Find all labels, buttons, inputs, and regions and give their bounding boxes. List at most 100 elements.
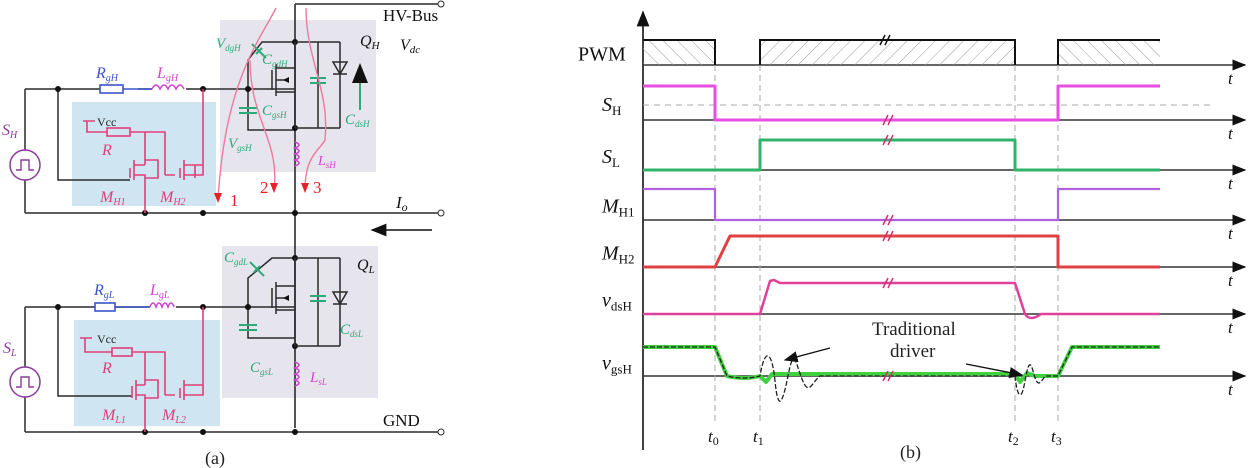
- signal-label-SL: SL: [602, 146, 620, 170]
- qh-label: QH: [360, 33, 381, 52]
- low-side-mosfet-box: [222, 246, 378, 398]
- time-marker-label-t2: t2: [1008, 427, 1019, 448]
- high-side-driver: [83, 89, 204, 213]
- break-mark-2: [882, 214, 894, 226]
- vdgh-label: VdgH: [216, 36, 241, 53]
- lgl-inductor: [149, 302, 175, 310]
- arrow-path-1: [214, 193, 222, 203]
- low-side-driver-box: [74, 320, 220, 426]
- io-label: Io: [395, 193, 408, 214]
- path-2-label: 2: [260, 178, 269, 197]
- annotation-arrow-left: [783, 347, 831, 363]
- vcc-label-high: Vcc: [97, 115, 116, 129]
- rgh-resistor: [99, 84, 124, 94]
- low-side-driver: [80, 307, 204, 432]
- pulse-icon: [16, 159, 34, 171]
- trace-vgsH-traditional: [643, 346, 1160, 402]
- t-axis-label-SH: t: [1228, 124, 1234, 143]
- rgh-label: RgH: [95, 65, 119, 84]
- break-mark-pwm: [879, 34, 891, 46]
- current-paths: [217, 7, 327, 201]
- t-axis-label-PWM: t: [1228, 69, 1234, 88]
- panel-a-circuit: [9, 0, 445, 436]
- vcc-label-low: Vcc: [97, 332, 116, 346]
- time-marker-label-t3: t3: [1051, 427, 1062, 448]
- lgh-inductor: [151, 84, 185, 91]
- pwm-pulse-2: [1058, 40, 1160, 65]
- signal-label-PWM: PWM: [578, 44, 626, 66]
- rgl-label: RgL: [93, 282, 115, 301]
- pulse-icon: [16, 376, 34, 388]
- sl-pulse-source: [9, 366, 41, 398]
- arrow-path-2: [270, 183, 278, 193]
- lsh-label: LsH: [317, 154, 336, 170]
- trace-MH1: [643, 187, 1160, 222]
- rgl-resistor: [94, 302, 116, 312]
- ql-capacitors: [239, 261, 326, 331]
- lgl-label: LgL: [149, 282, 170, 301]
- trace-SH: [643, 84, 1160, 122]
- lsh-inductor: [292, 141, 300, 167]
- cgdh-label: CgdH: [262, 52, 288, 69]
- break-mark-3: [882, 230, 894, 242]
- pwm-edge-2: [1057, 39, 1160, 65]
- t-axis-label-vgsH: t: [1228, 380, 1234, 399]
- gnd-terminal: [437, 428, 445, 436]
- ql-label: QL: [357, 257, 375, 276]
- caption-a: (a): [205, 448, 225, 468]
- break-mark-1: [882, 134, 894, 146]
- pwm-edge-0: [643, 39, 716, 65]
- annotation-line2: driver: [890, 341, 936, 362]
- panel-a-labels: HV-Bus GND Vdc Io QH QL SH SL RgH LgH Rg…: [2, 6, 438, 468]
- t-axis-label-SL: t: [1228, 174, 1234, 193]
- t-axis-label-MH1: t: [1228, 224, 1234, 243]
- pwm-pulse-1: [760, 40, 1015, 65]
- caption-b: (b): [900, 442, 921, 463]
- break-mark-5: [882, 370, 894, 382]
- path-1-label: 1: [230, 191, 239, 210]
- trace-MH2: [643, 234, 1160, 269]
- lsl-inductor: [292, 361, 300, 387]
- output-terminal: [437, 209, 445, 217]
- signal-label-vgsH: vgsH: [602, 353, 632, 377]
- cgsh-label: CgsH: [262, 103, 287, 120]
- lgh-label: LgH: [156, 65, 179, 84]
- break-mark-4: [882, 277, 894, 289]
- mh1-label: MH1: [99, 189, 126, 208]
- vgsh-label: VgsH: [228, 136, 252, 153]
- hv-bus-terminal: [437, 0, 445, 8]
- trace-SL: [643, 138, 1160, 172]
- sh-source-label: SH: [2, 122, 18, 141]
- signal-label-MH2: MH2: [601, 243, 635, 267]
- cgdl-label: CgdL: [224, 250, 248, 267]
- signal-label-vdsH: vdsH: [602, 290, 632, 314]
- current-path-2: [249, 59, 276, 191]
- time-marker-label-t0: t0: [708, 427, 719, 448]
- sh-pulse-source: [9, 149, 41, 181]
- arrow-path-3: [301, 183, 309, 193]
- high-side-driver-box: [72, 102, 216, 206]
- pwm-pulse-0: [643, 40, 715, 65]
- annotation-arrow-right: [965, 363, 1024, 379]
- t-axis-label-MH2: t: [1228, 271, 1234, 290]
- ml2-label: ML2: [161, 407, 186, 426]
- cdsh-label: CdsH: [345, 112, 370, 129]
- break-mark-0: [882, 114, 894, 126]
- sl-source-label: SL: [3, 340, 17, 359]
- hv-bus-label: HV-Bus: [383, 6, 438, 25]
- gnd-label: GND: [383, 411, 420, 430]
- t-axis-label-vdsH: t: [1228, 318, 1234, 337]
- mh2-label: MH2: [159, 189, 186, 208]
- signal-label-MH1: MH1: [601, 196, 635, 220]
- path-3-label: 3: [313, 178, 322, 197]
- cgsl-label: CgsL: [250, 360, 273, 377]
- time-marker-label-t1: t1: [753, 427, 764, 448]
- signal-label-SH: SH: [602, 94, 621, 118]
- r-label-low: R: [101, 360, 112, 377]
- cdsl-label: CdsL: [340, 322, 363, 339]
- r-label-high: R: [101, 142, 112, 159]
- vdc-label: Vdc: [400, 37, 420, 56]
- annotation-line1: Traditional: [872, 319, 956, 340]
- ml1-label: ML1: [101, 407, 126, 426]
